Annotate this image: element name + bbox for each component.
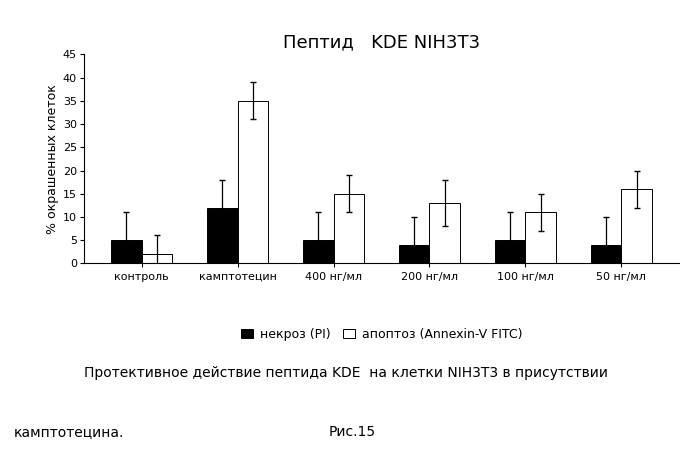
Bar — [303, 240, 333, 263]
Bar — [430, 203, 460, 263]
Title: Пептид   KDE NIH3T3: Пептид KDE NIH3T3 — [283, 34, 480, 52]
Bar — [622, 189, 652, 263]
Bar — [237, 101, 268, 263]
Text: Протективное действие пептида KDE  на клетки NIH3T3 в присутствии: Протективное действие пептида KDE на кле… — [84, 366, 608, 380]
Bar — [333, 194, 364, 263]
Text: камптотецина.: камптотецина. — [14, 425, 125, 439]
Bar — [526, 212, 556, 263]
Legend: некроз (PI), апоптоз (Annexin-V FITC): некроз (PI), апоптоз (Annexin-V FITC) — [241, 328, 522, 341]
Bar — [591, 245, 622, 263]
Bar — [399, 245, 430, 263]
Bar — [141, 254, 172, 263]
Text: Рис.15: Рис.15 — [329, 425, 376, 439]
Y-axis label: % окрашенных клеток: % окрашенных клеток — [46, 84, 59, 234]
Bar — [495, 240, 526, 263]
Bar — [207, 207, 237, 263]
Bar — [111, 240, 141, 263]
